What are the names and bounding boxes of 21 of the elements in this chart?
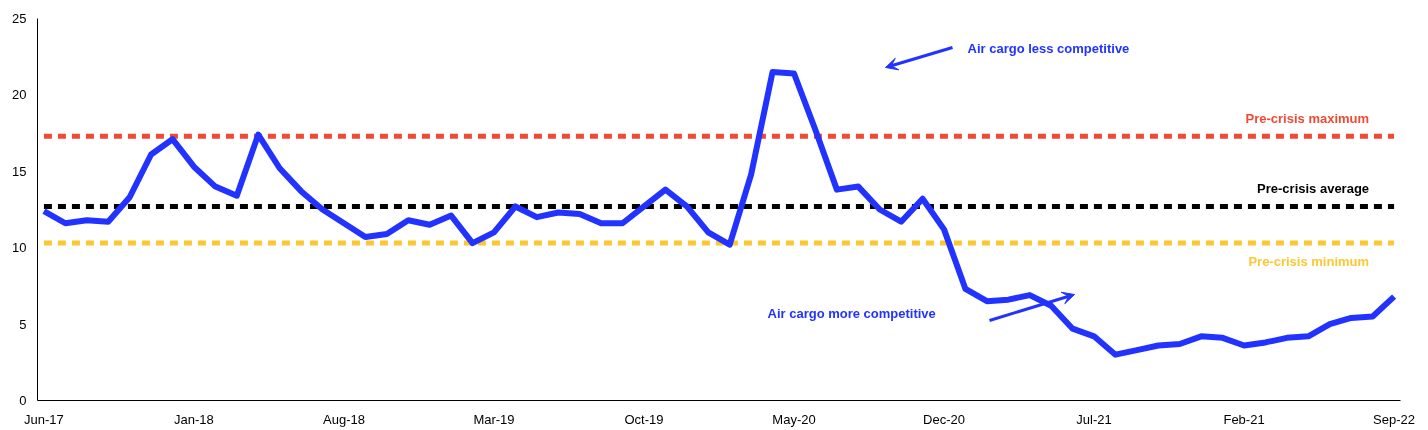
x-tick-label: Mar-19 bbox=[473, 411, 515, 427]
x-tick-label: Dec-20 bbox=[923, 411, 965, 427]
annotation: Air cargo less competitive bbox=[967, 40, 1130, 56]
ref-line-label: Pre-crisis minimum bbox=[1248, 254, 1370, 270]
x-tick-label: Oct-19 bbox=[624, 411, 664, 427]
y-tick-label: 25 bbox=[12, 11, 27, 26]
x-tick-label: Sep-22 bbox=[1373, 411, 1416, 427]
x-tick-label: Jul-21 bbox=[1076, 411, 1112, 427]
y-tick-label: 20 bbox=[12, 87, 27, 103]
x-tick-label: Jan-18 bbox=[174, 411, 214, 427]
y-tick-label: 10 bbox=[12, 240, 27, 256]
annotation: Air cargo more competitive bbox=[767, 305, 936, 321]
ref-line-label: Pre-crisis maximum bbox=[1245, 111, 1370, 127]
y-tick-label: 15 bbox=[12, 163, 27, 179]
x-tick-label: Aug-18 bbox=[323, 411, 365, 427]
x-tick-label: May-20 bbox=[772, 411, 816, 427]
y-tick-label: 5 bbox=[19, 316, 27, 332]
x-tick-label: Feb-21 bbox=[1223, 411, 1265, 427]
ref-line-label: Pre-crisis average bbox=[1257, 181, 1370, 197]
y-tick-label: 0 bbox=[19, 393, 27, 408]
x-tick-label: Jun-17 bbox=[24, 411, 64, 427]
